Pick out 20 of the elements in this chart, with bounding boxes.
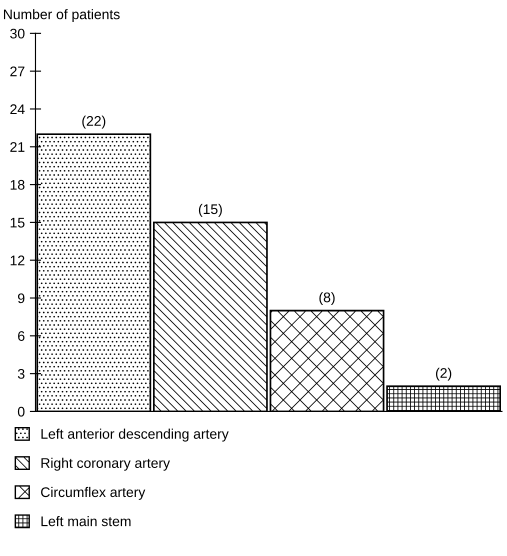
y-tick-label: 3 xyxy=(18,368,24,379)
data-label: (8) xyxy=(319,292,335,306)
y-tick-label: 15 xyxy=(10,218,24,228)
y-tick-label: 21 xyxy=(10,142,24,152)
data-label: (15) xyxy=(198,204,222,217)
y-tick-label: 9 xyxy=(18,293,24,304)
y-tick-label: 30 xyxy=(10,28,25,39)
data-label: (2) xyxy=(436,368,452,381)
legend-label: Circumflex artery xyxy=(41,486,146,500)
legend-label: Left main stem xyxy=(41,516,131,526)
y-tick-label: 6 xyxy=(18,331,24,341)
y-tick-label: 24 xyxy=(10,104,25,114)
y-axis-title: Number of patients xyxy=(4,9,120,22)
y-tick-label: 0 xyxy=(18,406,25,417)
legend-label: Right coronary artery xyxy=(41,458,170,471)
y-tick-label: 12 xyxy=(10,256,24,266)
legend-label: Left anterior descending artery xyxy=(41,428,229,442)
y-tick-label: 18 xyxy=(10,180,24,190)
data-label: (22) xyxy=(82,116,106,129)
y-tick-label: 27 xyxy=(10,66,24,76)
